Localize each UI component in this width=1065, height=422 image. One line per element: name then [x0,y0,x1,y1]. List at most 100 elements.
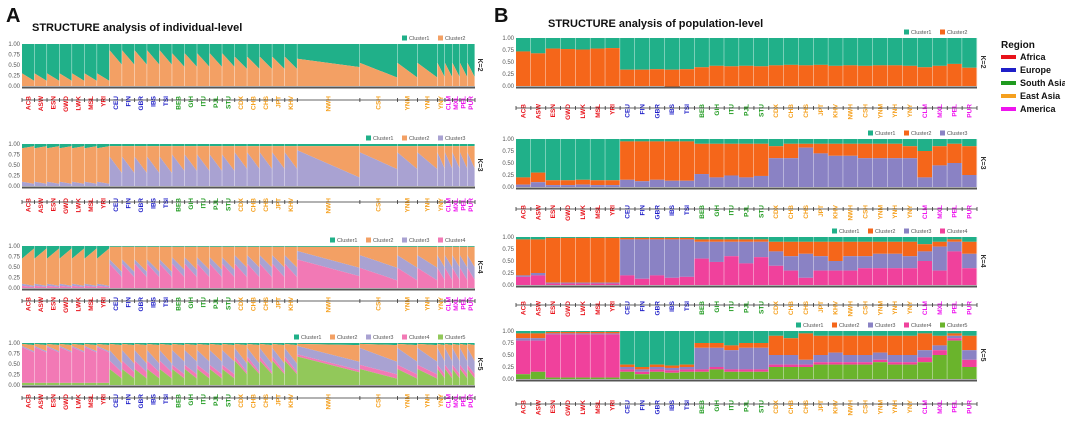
ind-area-a-k3-acb-c1 [22,144,35,149]
bar-b-k4-gih-c2 [709,239,725,242]
ind-area-a-k2-pjl-c2 [209,53,223,86]
pop-label-ibs: IBS [150,95,157,107]
ind-area-a-k5-chb-c1 [247,343,260,346]
bar-b-k4-ibs-c1 [664,237,680,238]
bar-b-k3-itu-c2 [724,143,740,176]
cluster-legend-swatch [366,237,371,243]
ind-area-a-k2-nwh-c1 [297,44,360,68]
bar-b-k4-ynh-c4 [887,268,903,285]
bar-b-k5-pel-c1 [947,331,963,334]
bar-b-k3-fin-c3 [634,181,651,187]
ind-area-a-k4-tsi-c1 [159,246,173,247]
ind-area-a-k4-chb-c3 [247,255,260,278]
ind-area-a-k5-nwh-c2 [297,343,360,362]
bar-b-k5-ynm-c3 [872,352,889,360]
ind-area-a-k4-clm-c4 [444,267,453,288]
ind-area-a-k3-csh-c3 [359,152,398,186]
bar-b-k4-nwh-c1 [843,237,859,242]
bar-b-k3-lwk-c2 [575,179,591,185]
bar-b-k5-itu-c5 [724,371,740,379]
bar-b-k5-jpt-c3 [813,355,829,363]
bar-b-k4-csh-c2 [858,241,874,257]
ind-area-a-k4-nwh-c2 [297,246,360,268]
ind-area-a-k4-beb-c2 [172,246,185,270]
cluster-legend-swatch [940,29,945,35]
bar-b-k3-msl-c1 [590,139,606,181]
bar-b-k2-jpt-c2 [813,64,829,86]
ind-area-a-k5-clm-c1 [444,343,453,346]
bar-b-k4-cdx-c2 [768,241,784,252]
bar-b-k5-gbr-c4 [649,369,666,372]
pop-label-chs: CHS [263,393,270,407]
bar-b-k5-pur-c3 [962,350,978,360]
pop-label-esn: ESN [550,104,557,118]
ind-area-a-k5-pur-c5 [467,369,475,385]
bar-b-k2-gih-c1 [709,38,725,66]
ind-area-a-k5-itu-c4 [197,364,210,379]
bar-b-k4-chs-c1 [798,237,814,242]
pop-label-csh: CSH [862,301,869,315]
cluster-legend-label: Cluster1 [409,36,429,42]
bar-b-k4-chb-c4 [783,270,799,285]
pop-label-tsi: TSI [163,394,170,404]
y-tick-label: 0.75 [8,255,20,261]
bar-b-k5-ceu-c4 [620,369,636,372]
ind-area-a-k5-ynh-c3 [417,348,438,375]
pop-label-yny: YNY [907,399,914,413]
pop-label-asw: ASW [535,300,542,316]
ind-area-a-k4-yny-c1 [437,246,445,247]
ind-area-a-k5-stu-c3 [222,350,235,375]
ind-area-a-k3-tsi-c2 [159,146,173,174]
ind-area-a-k2-tsi-c2 [159,50,173,86]
ind-area-a-k2-nwh-c2 [297,58,360,86]
pop-label-ynm: YNM [877,400,884,414]
bar-b-k2-asw-c2 [530,53,547,86]
ind-area-a-k4-ibs-c4 [147,263,160,288]
bar-b-k4-esn-c4 [545,283,561,285]
pop-label-pjl: PJL [213,394,220,406]
ind-area-a-k4-pur-c4 [467,267,475,288]
ind-area-a-k2-asw-c1 [34,44,48,81]
bar-b-k2-acb-c2 [516,51,532,86]
pop-label-chb: CHB [788,205,795,219]
bar-b-k4-lwk-c4 [575,283,591,285]
pop-label-gwd: GWD [63,297,70,313]
bar-b-k4-asw-c2 [530,239,547,273]
pop-label-ynm: YNM [877,301,884,315]
ind-area-a-k2-gih-c1 [184,44,198,68]
panel-a-letter: A [6,5,20,27]
bar-b-k4-jpt-c3 [813,256,829,271]
pop-label-stu: STU [758,104,765,117]
bar-b-k3-stu-c2 [753,143,770,176]
ind-area-a-k5-itu-c1 [197,343,210,346]
ind-area-a-k5-ceu-c2 [109,343,123,364]
bar-b-k5-itu-c1 [724,331,740,346]
pop-label-tsi: TSI [684,400,691,410]
pop-label-ibs: IBS [150,197,157,209]
ind-area-a-k5-acb-c4 [22,347,35,383]
pop-label-cdx: CDX [238,197,245,211]
bar-b-k5-chs-c5 [798,367,814,379]
bar-b-k2-ibs-c1 [664,38,680,70]
ind-area-a-k3-fin-c3 [122,156,135,186]
bar-b-k3-asw-c2 [530,172,547,183]
pop-label-gwd: GWD [63,198,70,214]
ind-area-a-k2-stu-c1 [222,44,235,68]
pop-label-clm: CLM [446,96,453,110]
bar-b-k5-gbr-c3 [649,367,666,370]
bar-b-k4-clm-c4 [917,261,933,285]
ind-area-a-k4-itu-c3 [197,257,210,278]
bar-b-k2-pjl-c2 [739,65,755,86]
pop-label-fin: FIN [639,205,646,216]
pop-label-chs: CHS [803,103,810,117]
bar-b-k5-ceu-c2 [620,364,636,367]
bar-b-k3-pel-c1 [947,139,963,144]
ind-area-a-k5-acb-c3 [22,345,35,353]
bar-b-k5-jpt-c4 [813,362,829,365]
bar-b-k4-chs-c4 [798,277,814,285]
ind-area-a-k3-gbr-c2 [134,146,148,174]
y-tick-label: 0.25 [502,72,514,78]
pop-label-beb: BEB [175,394,182,408]
bar-b-k5-chb-c1 [783,331,799,339]
pop-label-gbr: GBR [654,104,661,119]
